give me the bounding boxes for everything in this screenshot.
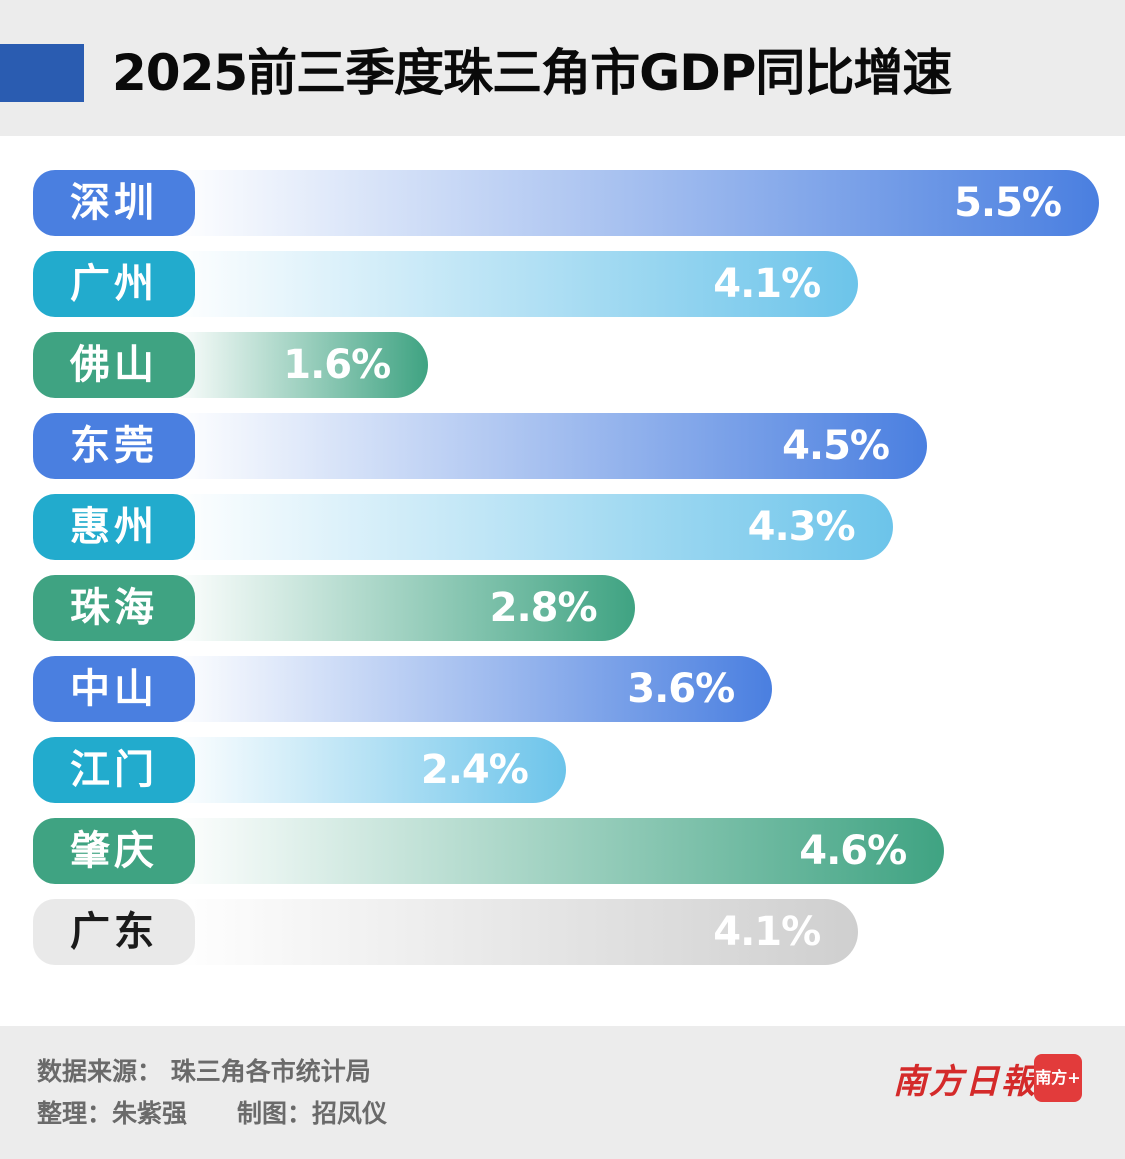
category-label: 东莞	[33, 413, 195, 479]
bar-row: 深圳 5.5%	[33, 170, 1099, 236]
category-label: 惠州	[33, 494, 195, 560]
category-label: 中山	[33, 656, 195, 722]
bar-row: 肇庆 4.6%	[33, 818, 945, 884]
data-source: 数据来源： 珠三角各市统计局	[37, 1057, 371, 1086]
bar-row: 惠州 4.3%	[33, 494, 893, 560]
header: 2025前三季度珠三角市GDP同比增速	[0, 0, 1125, 136]
category-label: 广东	[33, 899, 195, 965]
nanfang-plus-app-icon: 南方+	[1034, 1054, 1082, 1102]
value-label: 4.5%	[782, 423, 890, 469]
category-label: 珠海	[33, 575, 195, 641]
category-label: 深圳	[33, 170, 195, 236]
bar-row: 江门 2.4%	[33, 737, 566, 803]
category-label: 肇庆	[33, 818, 195, 884]
bar-row: 珠海 2.8%	[33, 575, 635, 641]
bar-row: 佛山 1.6%	[33, 332, 429, 398]
bar	[33, 170, 1099, 236]
value-label: 2.4%	[420, 747, 529, 793]
credits: 整理：朱紫强 制图：招凤仪	[37, 1099, 388, 1128]
value-label: 4.6%	[799, 828, 907, 874]
value-label: 3.6%	[627, 666, 735, 712]
title-accent-block	[0, 44, 84, 102]
category-label: 佛山	[33, 332, 195, 398]
value-label: 2.8%	[489, 585, 598, 631]
bar-row: 广州 4.1%	[33, 251, 859, 317]
value-label: 1.6%	[283, 342, 391, 388]
bar-row: 东莞 4.5%	[33, 413, 927, 479]
bar-row: 中山 3.6%	[33, 656, 773, 722]
bar-row: 广东 4.1%	[33, 899, 859, 965]
category-label: 江门	[33, 737, 195, 803]
bar-chart: 深圳 5.5% 广州 4.1% 佛山 1.6% 东莞 4.5% 惠州 4.3% 珠海 2.8% 中山 3.…	[0, 136, 1125, 1026]
value-label: 4.1%	[713, 909, 821, 955]
chart-title: 2025前三季度珠三角市GDP同比增速	[112, 44, 952, 102]
value-label: 4.3%	[747, 504, 856, 550]
value-label: 4.1%	[713, 261, 821, 307]
nanfang-daily-logo: 南方日報	[893, 1062, 1037, 1102]
value-label: 5.5%	[954, 180, 1062, 226]
category-label: 广州	[33, 251, 195, 317]
footer: 数据来源： 珠三角各市统计局 整理：朱紫强 制图：招凤仪	[0, 1026, 1125, 1159]
